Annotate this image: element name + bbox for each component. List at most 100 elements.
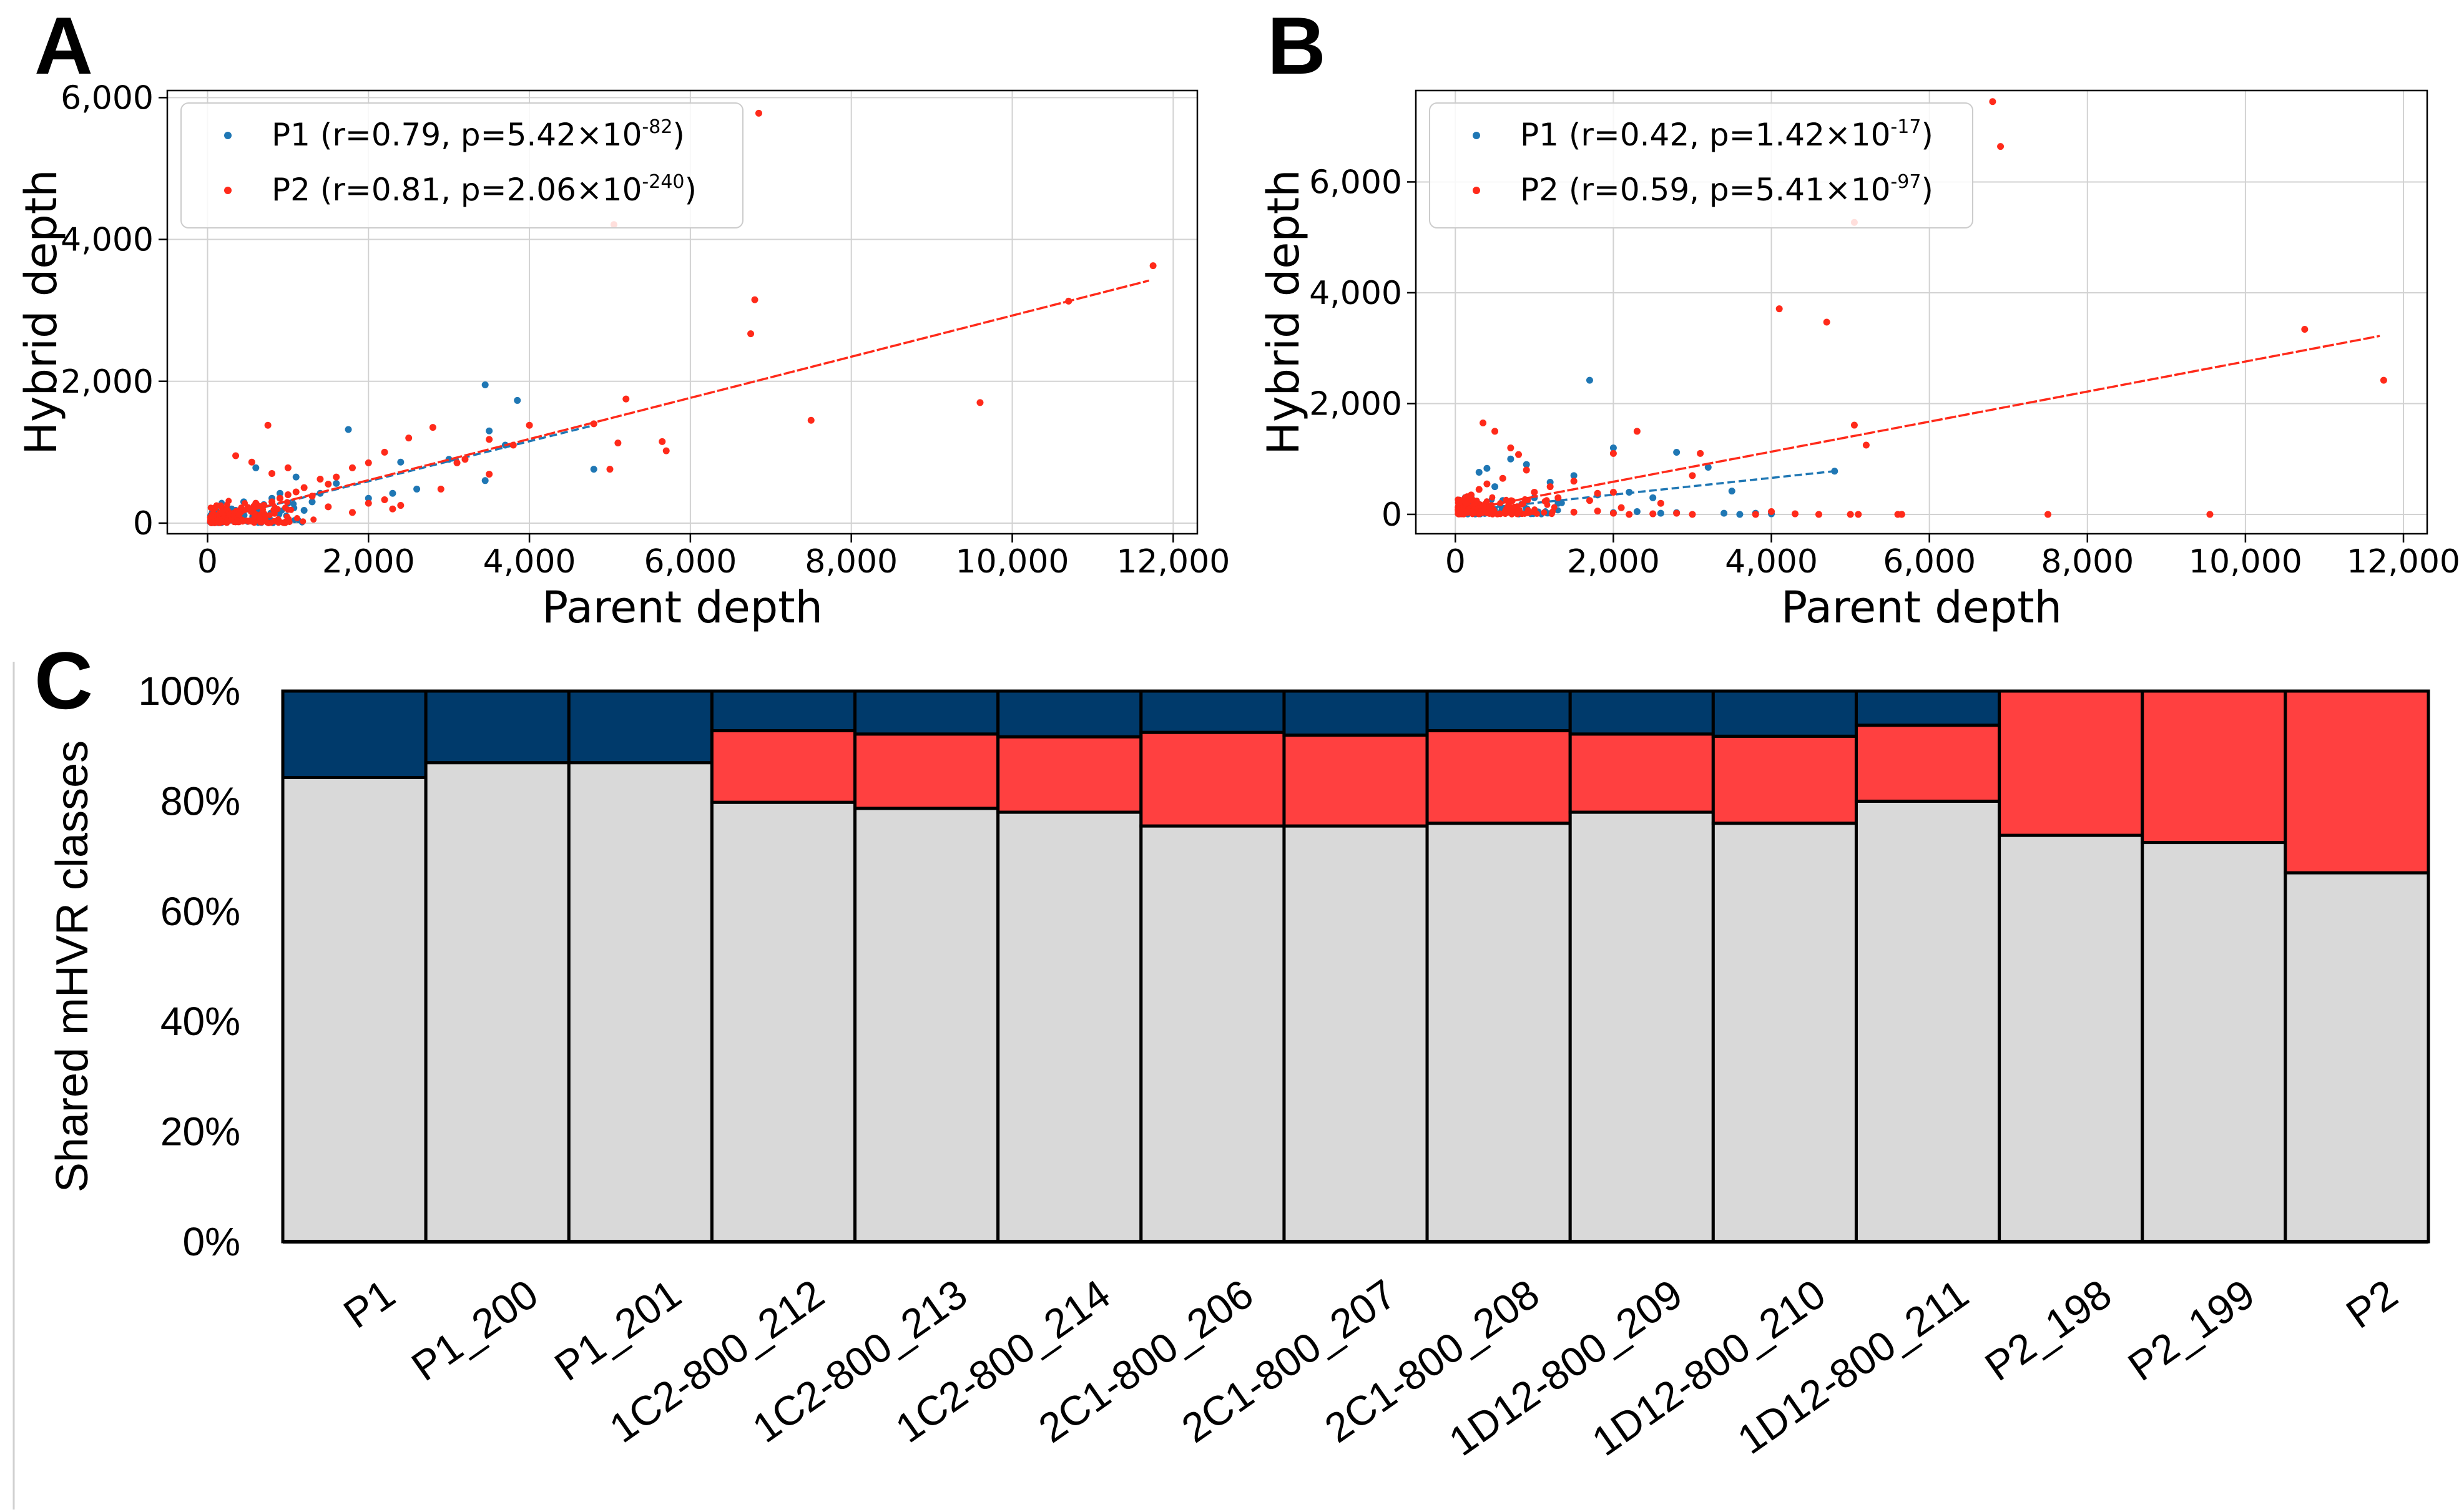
y-axis-label: Hybrid depth	[16, 169, 67, 454]
bar-group	[1139, 689, 1286, 1244]
panel-letter-a: A	[34, 0, 93, 91]
data-point	[1558, 499, 1565, 506]
data-point	[251, 513, 258, 519]
y-tick-label: 6,000	[61, 79, 154, 117]
data-point	[751, 296, 758, 303]
legend-marker-p2	[224, 187, 232, 194]
x-axis-label: Parent depth	[542, 582, 823, 633]
panel-letter-b: B	[1267, 0, 1326, 91]
y-tick-label: 0%	[183, 1219, 241, 1264]
data-point	[1626, 511, 1633, 518]
bar-segment-red	[2141, 689, 2287, 845]
data-point	[413, 485, 421, 493]
y-tick-label: 40%	[160, 999, 240, 1044]
data-point	[248, 458, 255, 466]
data-point	[1149, 262, 1157, 270]
data-point	[1633, 428, 1641, 435]
data-point	[1752, 511, 1759, 518]
fit-line-p1	[211, 424, 594, 522]
data-point	[300, 518, 307, 525]
data-point	[285, 516, 292, 523]
y-tick-label: 0	[1382, 496, 1402, 534]
data-point	[662, 447, 670, 454]
data-point	[2206, 511, 2214, 518]
data-point	[262, 516, 269, 523]
data-point	[1506, 509, 1513, 516]
bar-segment-red	[1139, 730, 1286, 828]
y-axis-label: Shared mHVR classes	[47, 740, 97, 1192]
legend-label-p2: P2 (r=0.59, p=5.41×10-97)	[1520, 171, 1933, 208]
data-point	[1507, 455, 1514, 463]
data-point	[276, 494, 283, 502]
data-point	[1476, 511, 1483, 518]
data-point	[292, 473, 300, 481]
data-point	[223, 518, 230, 524]
data-point	[1594, 489, 1601, 497]
y-tick-label: 2,000	[1309, 385, 1402, 423]
data-point	[1491, 483, 1499, 491]
data-point	[1862, 441, 1870, 449]
bar-segment-dark	[996, 689, 1143, 739]
data-point	[217, 519, 223, 526]
data-point	[348, 509, 356, 516]
data-point	[1898, 511, 1905, 518]
x-tick-label: 0	[1445, 543, 1466, 581]
data-point	[325, 480, 332, 488]
x-tick-label: 6,000	[1883, 543, 1976, 581]
data-point	[1541, 509, 1548, 516]
data-point	[308, 498, 316, 506]
data-point	[264, 421, 272, 429]
legend-label-p1: P1 (r=0.79, p=5.42×10-82)	[272, 116, 685, 153]
data-point	[397, 458, 405, 466]
data-point	[1649, 494, 1657, 501]
data-point	[1511, 503, 1518, 510]
data-point	[276, 489, 283, 497]
bar-group	[424, 689, 571, 1244]
data-point	[2380, 376, 2387, 384]
data-point	[233, 518, 240, 524]
data-point	[1499, 474, 1506, 482]
y-tick-label: 80%	[160, 778, 240, 823]
x-tick-label: 10,000	[956, 543, 1069, 581]
bar-segment-gray	[424, 761, 571, 1244]
data-point	[389, 489, 396, 497]
bar-group	[1282, 689, 1429, 1244]
data-point	[397, 502, 405, 509]
y-tick-label: 2,000	[61, 363, 154, 401]
bar-segment-dark	[1282, 689, 1429, 737]
data-point	[1720, 509, 1728, 517]
bar-segment-dark	[424, 689, 571, 765]
data-point	[405, 434, 413, 442]
data-point	[300, 507, 308, 514]
data-point	[325, 503, 332, 511]
data-point	[1609, 449, 1617, 457]
legend-marker-p1	[1473, 132, 1480, 139]
data-point	[1466, 493, 1473, 500]
data-point	[218, 508, 225, 514]
legend: P1 (r=0.79, p=5.42×10-82) P2 (r=0.81, p=2…	[180, 102, 744, 228]
data-point	[1541, 498, 1548, 505]
bar-segment-gray	[1854, 799, 2001, 1244]
data-point	[389, 505, 396, 513]
series-p2	[1455, 98, 2387, 518]
data-point	[1570, 508, 1578, 516]
data-point	[276, 511, 283, 518]
bar-segment-gray	[1282, 824, 1429, 1244]
data-point	[1570, 478, 1578, 485]
y-tick-label: 4,000	[61, 222, 154, 259]
legend-label-p2: P2 (r=0.81, p=2.06×10-240)	[272, 171, 697, 208]
data-point	[486, 471, 493, 478]
bar-group	[2141, 689, 2287, 1244]
bar-group	[567, 689, 714, 1244]
bar-segment-dark	[1139, 689, 1286, 734]
data-point	[429, 424, 436, 431]
data-point	[275, 519, 282, 526]
bar-segment-red	[1711, 734, 1858, 825]
data-point	[317, 476, 324, 483]
data-point	[1609, 488, 1617, 496]
data-point	[348, 464, 356, 471]
data-point	[365, 499, 372, 507]
data-point	[1549, 508, 1556, 515]
data-point	[453, 459, 461, 466]
data-point	[1520, 500, 1527, 507]
